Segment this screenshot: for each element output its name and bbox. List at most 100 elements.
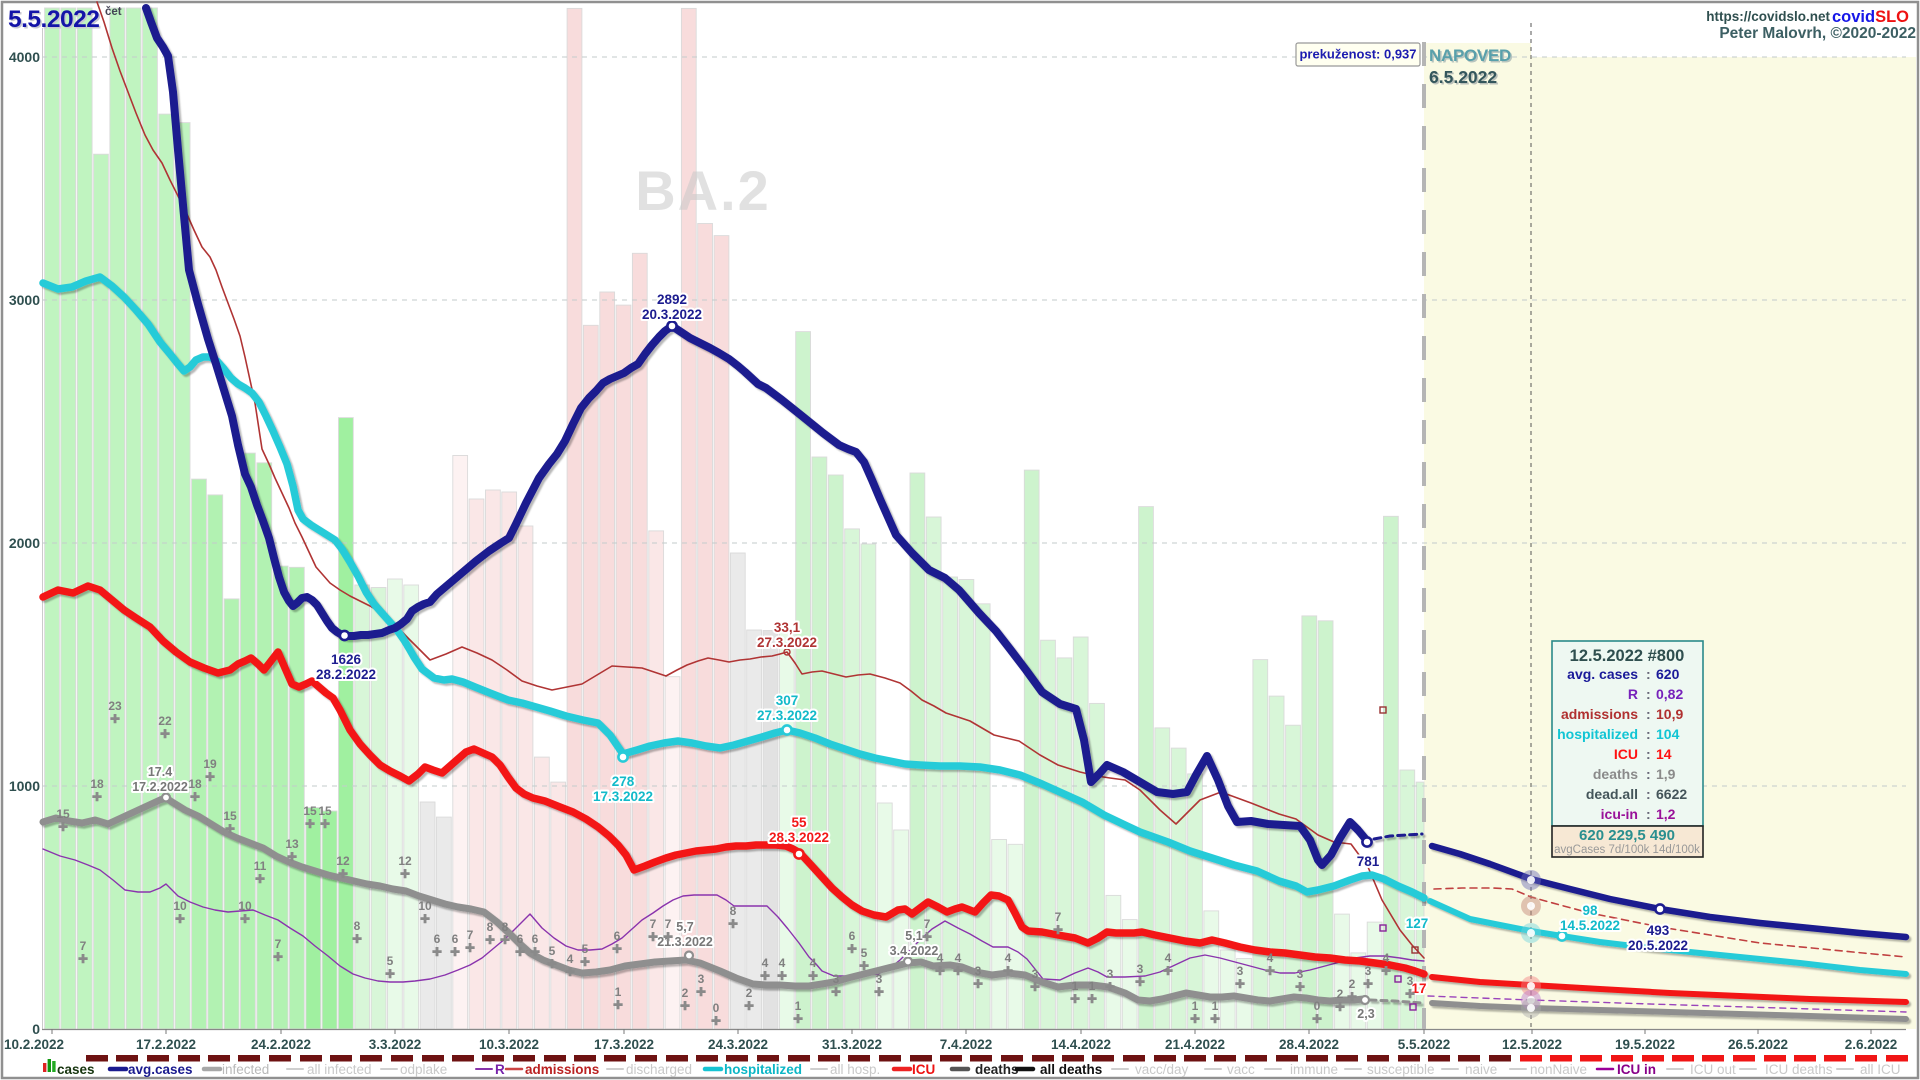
svg-text:✚: ✚ bbox=[190, 790, 200, 804]
svg-text:104: 104 bbox=[1656, 726, 1680, 742]
svg-text:hospitalized: hospitalized bbox=[724, 1062, 802, 1077]
svg-text:✚: ✚ bbox=[935, 964, 945, 978]
svg-text::: : bbox=[1646, 806, 1651, 822]
svg-text:3: 3 bbox=[833, 972, 840, 986]
svg-text:susceptible: susceptible bbox=[1367, 1062, 1435, 1077]
svg-text:15: 15 bbox=[318, 804, 332, 818]
svg-text:7: 7 bbox=[665, 917, 672, 931]
svg-text:8: 8 bbox=[730, 904, 737, 918]
svg-text:✚: ✚ bbox=[953, 964, 963, 978]
svg-text:6: 6 bbox=[434, 932, 441, 946]
svg-text:BA.2: BA.2 bbox=[635, 159, 771, 222]
svg-text:18: 18 bbox=[90, 777, 104, 791]
svg-text:immune: immune bbox=[1290, 1062, 1338, 1077]
svg-text:1000: 1000 bbox=[9, 778, 40, 794]
svg-text:12.5.2022: 12.5.2022 bbox=[1502, 1037, 1562, 1052]
svg-text:4000: 4000 bbox=[9, 49, 40, 65]
svg-text:✚: ✚ bbox=[160, 727, 170, 741]
svg-text:✚: ✚ bbox=[711, 1014, 721, 1028]
svg-text:20.5.2022: 20.5.2022 bbox=[1628, 938, 1688, 953]
svg-text:10,9: 10,9 bbox=[1656, 706, 1683, 722]
svg-text:✚: ✚ bbox=[1070, 992, 1080, 1006]
svg-text:4: 4 bbox=[762, 956, 769, 970]
svg-text:3: 3 bbox=[1032, 967, 1039, 981]
svg-text:hospitalized: hospitalized bbox=[1557, 726, 1638, 742]
svg-text:all deaths: all deaths bbox=[1040, 1062, 1102, 1077]
svg-text:✚: ✚ bbox=[1335, 1000, 1345, 1014]
svg-text:✚: ✚ bbox=[338, 867, 348, 881]
svg-text:✚: ✚ bbox=[1295, 980, 1305, 994]
svg-text:✚: ✚ bbox=[92, 790, 102, 804]
svg-text:✚: ✚ bbox=[612, 942, 622, 956]
svg-text:3: 3 bbox=[1365, 964, 1372, 978]
svg-text:deaths: deaths bbox=[975, 1062, 1019, 1077]
svg-text:5.5.2022: 5.5.2022 bbox=[10, 8, 101, 35]
svg-text:✚: ✚ bbox=[580, 955, 590, 969]
svg-text:21.3.2022: 21.3.2022 bbox=[657, 935, 713, 949]
svg-text::: : bbox=[1646, 706, 1651, 722]
svg-text:18: 18 bbox=[188, 777, 202, 791]
svg-text:2: 2 bbox=[1349, 977, 1356, 991]
svg-text:5: 5 bbox=[861, 946, 868, 960]
svg-text:all hosp.: all hosp. bbox=[830, 1062, 880, 1077]
svg-text:✚: ✚ bbox=[78, 952, 88, 966]
svg-text:vacc/day: vacc/day bbox=[1135, 1062, 1189, 1077]
svg-text:127: 127 bbox=[1406, 916, 1429, 931]
svg-text:✚: ✚ bbox=[613, 998, 623, 1012]
svg-text:1: 1 bbox=[615, 985, 622, 999]
svg-text:✚: ✚ bbox=[1135, 975, 1145, 989]
svg-text:8: 8 bbox=[502, 920, 509, 934]
svg-text:all infected: all infected bbox=[307, 1062, 372, 1077]
svg-text:5,7: 5,7 bbox=[676, 920, 693, 934]
svg-text:3.4.2022: 3.4.2022 bbox=[890, 944, 939, 958]
svg-text:0: 0 bbox=[1314, 999, 1321, 1013]
svg-text:prekuženost: 0,937: prekuženost: 0,937 bbox=[1299, 47, 1416, 62]
svg-text:31.3.2022: 31.3.2022 bbox=[822, 1037, 882, 1052]
svg-text:4: 4 bbox=[937, 951, 944, 965]
svg-text:✚: ✚ bbox=[58, 820, 68, 834]
svg-text:6: 6 bbox=[614, 929, 621, 943]
svg-text:10.3.2022: 10.3.2022 bbox=[479, 1037, 539, 1052]
svg-text:avg. cases: avg. cases bbox=[1567, 666, 1638, 682]
svg-text:✚: ✚ bbox=[1163, 964, 1173, 978]
svg-text:12: 12 bbox=[398, 854, 412, 868]
svg-text:11: 11 bbox=[254, 859, 267, 873]
svg-text:12.5.2022 #800: 12.5.2022 #800 bbox=[1570, 647, 1685, 665]
svg-text:4: 4 bbox=[1005, 951, 1012, 965]
svg-text:5,1: 5,1 bbox=[905, 929, 922, 943]
svg-text:307: 307 bbox=[776, 693, 799, 708]
svg-text:4: 4 bbox=[1267, 951, 1274, 965]
svg-text:1: 1 bbox=[1212, 999, 1219, 1013]
svg-text:7: 7 bbox=[1055, 910, 1062, 924]
svg-text:28.2.2022: 28.2.2022 bbox=[316, 667, 376, 682]
svg-text:✚: ✚ bbox=[432, 945, 442, 959]
svg-text:10: 10 bbox=[173, 899, 187, 913]
svg-text:✚: ✚ bbox=[874, 985, 884, 999]
svg-text:4: 4 bbox=[1383, 951, 1390, 965]
svg-text:6.5.2022: 6.5.2022 bbox=[1431, 69, 1499, 89]
svg-text:5: 5 bbox=[387, 954, 394, 968]
svg-text:10.2.2022: 10.2.2022 bbox=[4, 1037, 64, 1052]
svg-text:10: 10 bbox=[418, 899, 432, 913]
svg-text:https://covidslo.net: https://covidslo.net bbox=[1706, 9, 1830, 24]
svg-text:✚: ✚ bbox=[760, 969, 770, 983]
svg-text:odplake: odplake bbox=[400, 1062, 447, 1077]
svg-text:✚: ✚ bbox=[1265, 964, 1275, 978]
svg-text:✚: ✚ bbox=[1087, 992, 1097, 1006]
svg-text:✚: ✚ bbox=[847, 942, 857, 956]
svg-text:✚: ✚ bbox=[859, 959, 869, 973]
svg-text:24.2.2022: 24.2.2022 bbox=[251, 1037, 311, 1052]
svg-text:covidSLO: covidSLO bbox=[1832, 8, 1909, 26]
svg-text:3: 3 bbox=[1297, 967, 1304, 981]
svg-text:0: 0 bbox=[713, 1001, 720, 1015]
svg-text:ICU in: ICU in bbox=[1617, 1062, 1656, 1077]
svg-text:7: 7 bbox=[924, 917, 931, 931]
svg-text:4: 4 bbox=[810, 956, 817, 970]
svg-text:5: 5 bbox=[582, 942, 589, 956]
svg-text:✚: ✚ bbox=[450, 945, 460, 959]
svg-text:3: 3 bbox=[1137, 962, 1144, 976]
svg-text:1,9: 1,9 bbox=[1656, 766, 1676, 782]
svg-text:✚: ✚ bbox=[515, 945, 525, 959]
svg-text:✚: ✚ bbox=[547, 957, 557, 971]
svg-text:26.5.2022: 26.5.2022 bbox=[1728, 1037, 1788, 1052]
